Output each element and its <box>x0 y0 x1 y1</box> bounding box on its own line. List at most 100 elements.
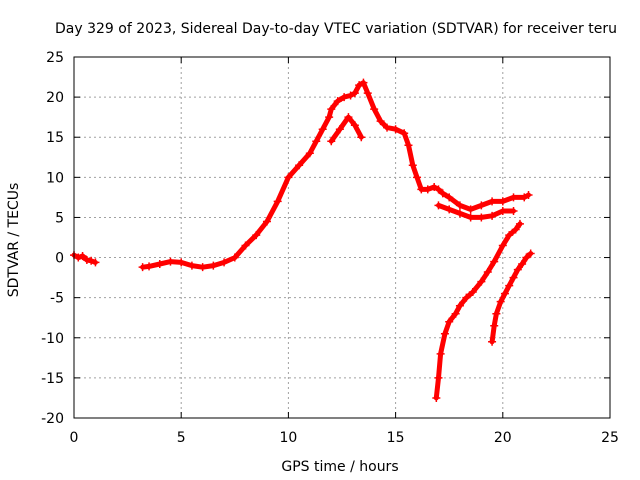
data-point-marker <box>515 219 524 228</box>
data-point-marker <box>74 253 83 262</box>
data-point-marker <box>400 129 409 138</box>
plot-frame <box>73 56 611 419</box>
data-point-marker <box>509 207 518 216</box>
data-point-marker <box>505 281 514 290</box>
data-point-marker <box>363 89 372 98</box>
x-axis-label: GPS time / hours <box>281 459 398 475</box>
data-point-marker <box>423 185 432 194</box>
data-point-marker <box>483 267 492 276</box>
data-point-marker <box>408 161 417 170</box>
data-point-marker <box>466 205 475 214</box>
data-point-marker <box>284 173 293 182</box>
data-point-marker <box>187 261 196 270</box>
data-point-marker <box>220 258 229 267</box>
data-point-marker <box>87 256 96 265</box>
data-point-marker <box>505 231 514 240</box>
data-point-marker <box>509 193 518 202</box>
data-point-marker <box>350 121 359 130</box>
data-point-marker <box>230 253 239 262</box>
data-point-marker <box>498 197 507 206</box>
data-point-marker <box>346 91 355 100</box>
data-point-marker <box>335 125 344 134</box>
data-point-marker <box>438 189 447 198</box>
data-point-marker <box>82 255 91 264</box>
data-point-marker <box>445 193 454 202</box>
data-point-marker <box>445 317 454 326</box>
series-trace <box>328 114 364 144</box>
data-point-marker <box>391 125 400 134</box>
y-tick-label: 10 <box>46 170 64 186</box>
data-point-marker <box>305 149 314 158</box>
y-tick-label: -15 <box>41 371 64 387</box>
series-6 <box>488 249 535 346</box>
x-tick-label: 20 <box>494 430 512 446</box>
data-point-marker <box>511 225 520 234</box>
y-tick-label: -20 <box>41 411 64 427</box>
y-tick-label: 0 <box>55 251 64 267</box>
x-tick-label: 5 <box>177 430 186 446</box>
y-tick-label: 5 <box>55 210 64 226</box>
y-tick-label: -10 <box>41 331 64 347</box>
data-point-marker <box>466 213 475 222</box>
data-point-marker <box>355 81 364 90</box>
series-trace <box>140 80 531 270</box>
data-point-marker <box>440 329 449 338</box>
data-point-marker <box>344 113 353 122</box>
data-point-marker <box>436 349 445 358</box>
data-point-marker <box>434 373 443 382</box>
series-3 <box>327 113 366 146</box>
data-point-marker <box>312 137 321 146</box>
data-point-marker <box>455 209 464 218</box>
data-point-marker <box>513 265 522 274</box>
data-point-marker <box>78 251 87 260</box>
chart-title: Day 329 of 2023, Sidereal Day-to-day VTE… <box>55 21 617 37</box>
data-point-marker <box>509 273 518 282</box>
data-point-marker <box>177 258 186 267</box>
data-point-marker <box>498 241 507 250</box>
data-point-marker <box>413 173 422 182</box>
data-point-marker <box>455 301 464 310</box>
data-point-marker <box>496 297 505 306</box>
data-point-marker <box>432 393 441 402</box>
data-point-marker <box>333 97 342 106</box>
data-point-marker <box>273 197 282 206</box>
data-point-marker <box>522 253 531 262</box>
data-point-marker <box>357 133 366 142</box>
x-tick-label: 10 <box>279 430 297 446</box>
data-point-marker <box>451 309 460 318</box>
data-point-marker <box>490 257 499 266</box>
data-point-marker <box>145 262 154 271</box>
data-point-marker <box>434 201 443 210</box>
data-point-marker <box>350 89 359 98</box>
x-tick-label: 15 <box>387 430 405 446</box>
data-point-marker <box>327 137 336 146</box>
data-point-marker <box>404 141 413 150</box>
data-point-marker <box>488 337 497 346</box>
data-point-marker <box>295 161 304 170</box>
series-4 <box>434 201 518 222</box>
data-point-marker <box>520 193 529 202</box>
data-point-marker <box>376 117 385 126</box>
data-point-marker <box>262 217 271 226</box>
y-tick-label: 15 <box>46 130 64 146</box>
y-tick-label: 20 <box>46 90 64 106</box>
data-point-marker <box>340 93 349 102</box>
data-point-marker <box>492 309 501 318</box>
series-2 <box>138 78 533 272</box>
data-point-marker <box>325 113 334 122</box>
data-point-marker <box>252 231 261 240</box>
data-point-marker <box>488 211 497 220</box>
data-point-marker <box>434 185 443 194</box>
data-point-marker <box>318 125 327 134</box>
data-point-marker <box>518 259 527 268</box>
data-point-marker <box>155 259 164 268</box>
data-point-marker <box>524 190 533 199</box>
data-point-marker <box>488 197 497 206</box>
data-point-marker <box>500 289 509 298</box>
data-point-marker <box>477 201 486 210</box>
x-tick-label: 25 <box>601 430 619 446</box>
data-point-marker <box>370 105 379 114</box>
data-point-marker <box>241 241 250 250</box>
data-point-marker <box>455 201 464 210</box>
data-point-marker <box>383 123 392 132</box>
